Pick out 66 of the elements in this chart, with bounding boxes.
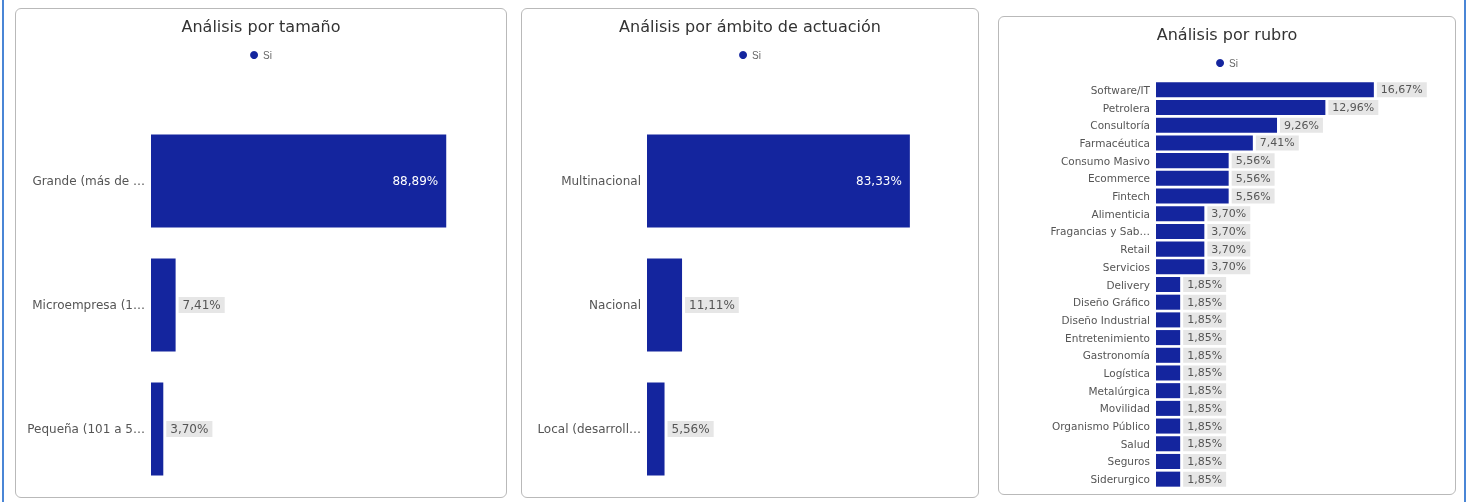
data-label: 1,85% — [1187, 472, 1223, 486]
data-label: 1,85% — [1187, 295, 1223, 309]
y-tick-label: Consumo Masivo — [1060, 154, 1150, 167]
data-label: 1,85% — [1187, 384, 1223, 398]
data-label: 5,56% — [671, 422, 710, 436]
data-label: 1,85% — [1187, 366, 1223, 380]
y-tick-label: Servicios — [1102, 260, 1150, 273]
y-tick-label: Gastronomía — [1082, 349, 1150, 362]
y-tick-label: Farmacéutica — [1079, 136, 1150, 149]
y-tick-label: Fragancias y Sab… — [1050, 225, 1150, 238]
data-label: 1,85% — [1187, 401, 1223, 415]
y-tick-label: Alimenticia — [1091, 207, 1150, 220]
y-tick-label: Delivery — [1106, 278, 1150, 291]
y-tick-label: Organismo Público — [1051, 420, 1150, 433]
data-label: 83,33% — [856, 174, 902, 188]
data-label: 1,85% — [1187, 437, 1223, 451]
y-tick-label: Pequeña (101 a 5… — [27, 422, 145, 436]
data-label: 3,70% — [1211, 260, 1247, 274]
y-tick-label: Logística — [1103, 366, 1150, 379]
data-label: 1,85% — [1187, 454, 1223, 468]
y-tick-label: Petrolera — [1102, 101, 1150, 114]
y-tick-label: Metalúrgica — [1088, 384, 1150, 397]
y-tick-label: Microempresa (1… — [32, 298, 145, 312]
y-tick-label: Movilidad — [1099, 402, 1150, 415]
legend-label: Si — [752, 49, 761, 61]
data-label: 7,41% — [1259, 136, 1295, 150]
chart-title: Análisis por rubro — [1156, 24, 1298, 44]
y-tick-label: Salud — [1120, 437, 1150, 450]
data-label: 12,96% — [1332, 101, 1375, 115]
legend-label: Si — [263, 49, 272, 61]
y-tick-label: Diseño Gráfico — [1072, 296, 1150, 309]
y-tick-label: Retail — [1120, 243, 1150, 256]
data-label: 1,85% — [1187, 419, 1223, 433]
data-label: 3,70% — [1211, 242, 1247, 256]
data-label: 9,26% — [1284, 118, 1319, 132]
data-label: 1,85% — [1187, 348, 1223, 362]
chart-title: Análisis por tamaño — [181, 16, 341, 36]
data-label: 1,85% — [1187, 313, 1223, 327]
bar — [1156, 82, 1374, 98]
data-label: 3,70% — [1211, 224, 1247, 238]
y-tick-label: Multinacional — [561, 174, 641, 188]
data-label: 5,56% — [1235, 154, 1271, 168]
data-label: 5,56% — [1235, 189, 1271, 203]
data-label: 7,41% — [182, 298, 221, 312]
data-label: 1,85% — [1187, 278, 1223, 291]
y-tick-label: Seguros — [1107, 455, 1150, 468]
legend-label: Si — [1229, 57, 1238, 69]
y-tick-label: Diseño Industrial — [1061, 313, 1150, 326]
y-tick-label: Nacional — [589, 298, 641, 312]
chart-title: Análisis por ámbito de actuación — [619, 16, 881, 36]
data-label: 3,70% — [1211, 207, 1247, 221]
data-label: 1,85% — [1187, 331, 1223, 345]
data-label: 88,89% — [392, 174, 439, 188]
y-tick-label: Consultoría — [1090, 119, 1150, 132]
data-label: 16,67% — [1380, 83, 1423, 97]
y-tick-label: Ecommerce — [1087, 172, 1150, 185]
y-tick-label: Local (desarroll… — [537, 422, 641, 436]
y-tick-label: Fintech — [1112, 190, 1150, 203]
bar — [1156, 135, 1253, 151]
data-label: 3,70% — [170, 422, 209, 436]
y-tick-label: Siderurgico — [1090, 473, 1150, 486]
y-tick-label: Entretenimiento — [1065, 331, 1150, 344]
data-label: 11,11% — [689, 298, 735, 312]
data-label: 5,56% — [1235, 171, 1271, 185]
y-tick-label: Grande (más de … — [32, 174, 145, 188]
y-tick-label: Software/IT — [1090, 83, 1151, 96]
